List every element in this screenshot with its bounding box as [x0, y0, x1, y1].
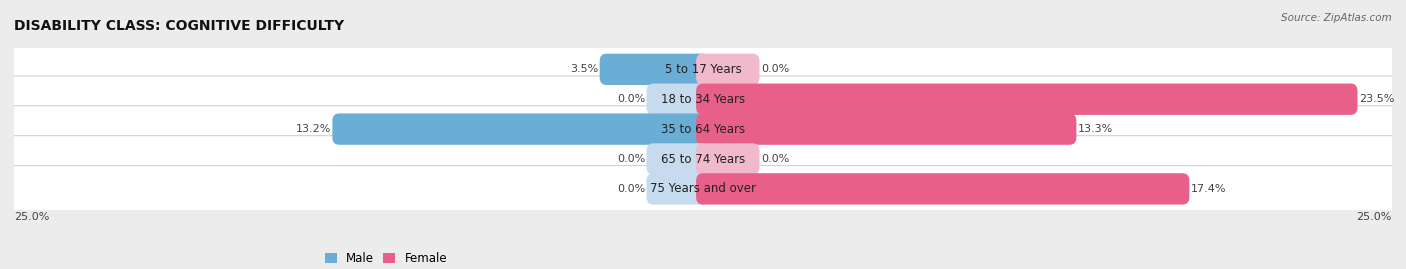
FancyBboxPatch shape — [332, 114, 710, 145]
Text: 0.0%: 0.0% — [617, 154, 645, 164]
Text: 65 to 74 Years: 65 to 74 Years — [661, 153, 745, 165]
Text: 13.2%: 13.2% — [295, 124, 330, 134]
Text: 25.0%: 25.0% — [1357, 212, 1392, 222]
FancyBboxPatch shape — [6, 136, 1400, 182]
Text: 0.0%: 0.0% — [617, 94, 645, 104]
Text: DISABILITY CLASS: COGNITIVE DIFFICULTY: DISABILITY CLASS: COGNITIVE DIFFICULTY — [14, 19, 344, 33]
FancyBboxPatch shape — [6, 166, 1400, 212]
Text: 18 to 34 Years: 18 to 34 Years — [661, 93, 745, 106]
FancyBboxPatch shape — [6, 76, 1400, 123]
FancyBboxPatch shape — [696, 84, 1358, 115]
Text: 25.0%: 25.0% — [14, 212, 49, 222]
Text: 75 Years and over: 75 Years and over — [650, 182, 756, 195]
Text: 13.3%: 13.3% — [1078, 124, 1114, 134]
FancyBboxPatch shape — [6, 106, 1400, 153]
FancyBboxPatch shape — [696, 54, 759, 85]
Text: 0.0%: 0.0% — [761, 154, 789, 164]
FancyBboxPatch shape — [696, 143, 759, 175]
FancyBboxPatch shape — [696, 114, 1077, 145]
FancyBboxPatch shape — [647, 84, 710, 115]
Text: 35 to 64 Years: 35 to 64 Years — [661, 123, 745, 136]
FancyBboxPatch shape — [696, 173, 1189, 205]
Text: 17.4%: 17.4% — [1191, 184, 1226, 194]
FancyBboxPatch shape — [647, 143, 710, 175]
FancyBboxPatch shape — [647, 173, 710, 205]
FancyBboxPatch shape — [6, 46, 1400, 93]
Text: 0.0%: 0.0% — [617, 184, 645, 194]
Text: 5 to 17 Years: 5 to 17 Years — [665, 63, 741, 76]
Text: 23.5%: 23.5% — [1358, 94, 1395, 104]
FancyBboxPatch shape — [599, 54, 710, 85]
Text: 0.0%: 0.0% — [761, 64, 789, 74]
Text: 3.5%: 3.5% — [569, 64, 599, 74]
Legend: Male, Female: Male, Female — [325, 252, 447, 265]
Text: Source: ZipAtlas.com: Source: ZipAtlas.com — [1281, 13, 1392, 23]
